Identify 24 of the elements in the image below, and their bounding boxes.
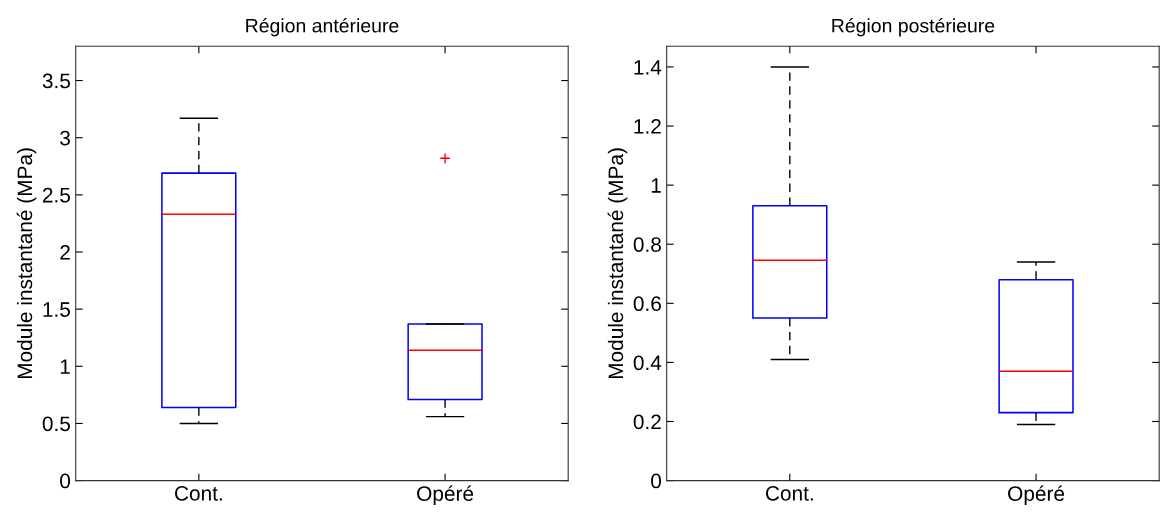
y-tick-label: 0.8 <box>633 237 661 252</box>
y-tick-label: 1.4 <box>634 60 662 75</box>
y-tick-label: 0.6 <box>633 296 661 312</box>
y-tick-label: 0.5 <box>42 416 70 432</box>
y-axis-title: Module instantané (MPa) <box>607 148 628 379</box>
x-tick-label: Cont. <box>175 486 222 501</box>
y-tick-label: 2.5 <box>42 187 70 203</box>
y-tick-label: 3.5 <box>42 73 70 89</box>
y-tick-label: 1.2 <box>634 119 661 134</box>
chart-title: Région antérieure <box>246 18 399 37</box>
y-tick-label: 1 <box>60 359 70 374</box>
y-tick-label: 1.5 <box>43 302 70 317</box>
x-tick-label: Opéré <box>1008 485 1065 506</box>
y-tick-label: 0.4 <box>633 355 662 371</box>
chart-title: Région postérieure <box>832 18 995 37</box>
y-tick-label: 0.2 <box>633 414 661 430</box>
y-tick-label: 0 <box>60 473 71 489</box>
y-tick-label: 0 <box>651 473 662 489</box>
y-tick-label: 2 <box>60 245 70 260</box>
x-tick-label: Cont. <box>765 486 813 501</box>
y-tick-label: 1 <box>651 178 661 193</box>
x-tick-label: Opéré <box>417 485 474 506</box>
y-axis-title: Module instantané (MPa) <box>16 148 37 379</box>
y-tick-label: 3 <box>60 130 70 146</box>
